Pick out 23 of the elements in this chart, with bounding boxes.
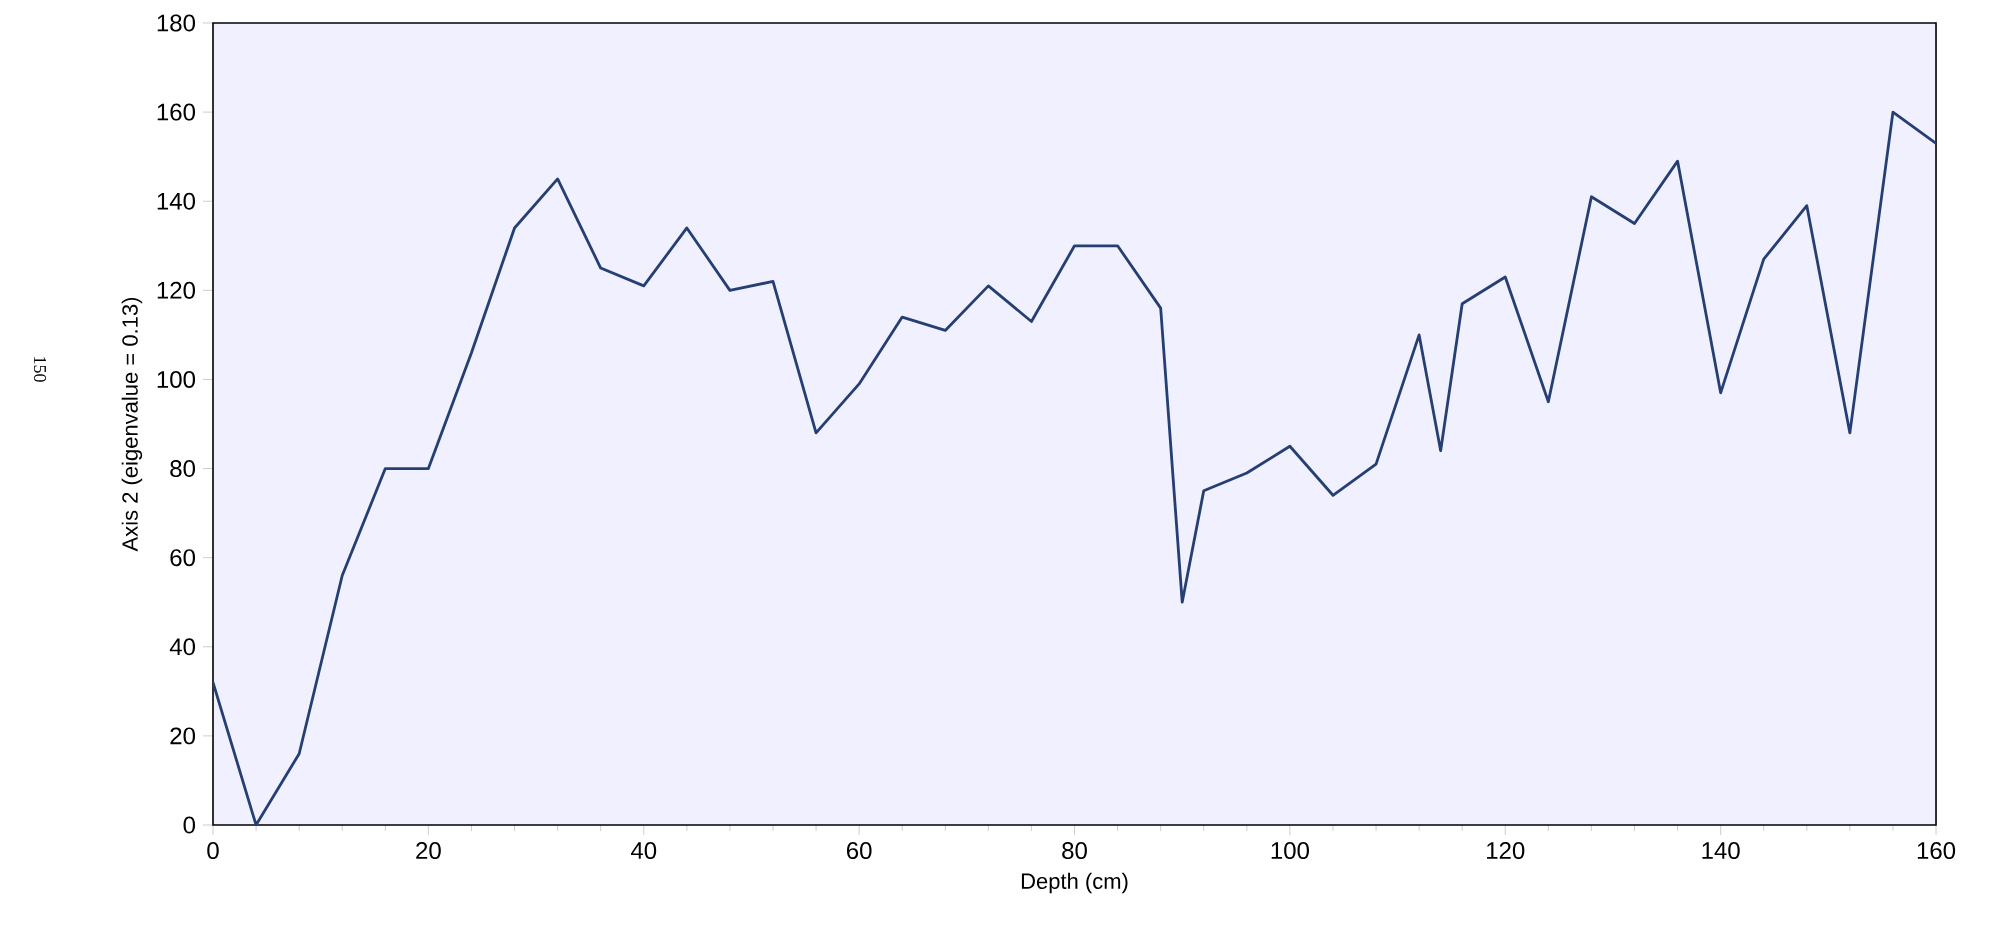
x-tick-label: 40 xyxy=(630,842,657,860)
x-tick-label: 140 xyxy=(1702,842,1740,860)
line-series xyxy=(213,110,1937,825)
y-tick-label: 20 xyxy=(170,727,196,745)
y-tick-label: 40 xyxy=(169,638,196,656)
x-tick-label: 120 xyxy=(1487,842,1525,860)
x-tick-label: 60 xyxy=(847,842,872,860)
y-tick-label: 60 xyxy=(170,549,196,567)
y-tick-label: 80 xyxy=(170,460,196,478)
y-tick-label: 180 xyxy=(157,14,196,32)
x-tick-label: 100 xyxy=(1271,842,1309,860)
x-tick-label: 80 xyxy=(1062,842,1087,860)
y-tick-label: 120 xyxy=(157,281,196,299)
x-tick-label: 160 xyxy=(1917,842,1956,860)
y-tick-label: 100 xyxy=(157,370,196,388)
y-tick-label: 0 xyxy=(183,816,196,834)
x-tick-label: 20 xyxy=(416,842,441,860)
y-tick-label: 140 xyxy=(157,192,196,210)
text: 150 xyxy=(33,357,47,382)
x-tick-label: 0 xyxy=(207,842,219,860)
y-axis-title: Axis 2 (eigenvalue = 0.13) xyxy=(121,297,143,552)
x-axis-title: Depth (cm) xyxy=(1021,872,1128,894)
y-tick-label: 160 xyxy=(157,103,196,121)
